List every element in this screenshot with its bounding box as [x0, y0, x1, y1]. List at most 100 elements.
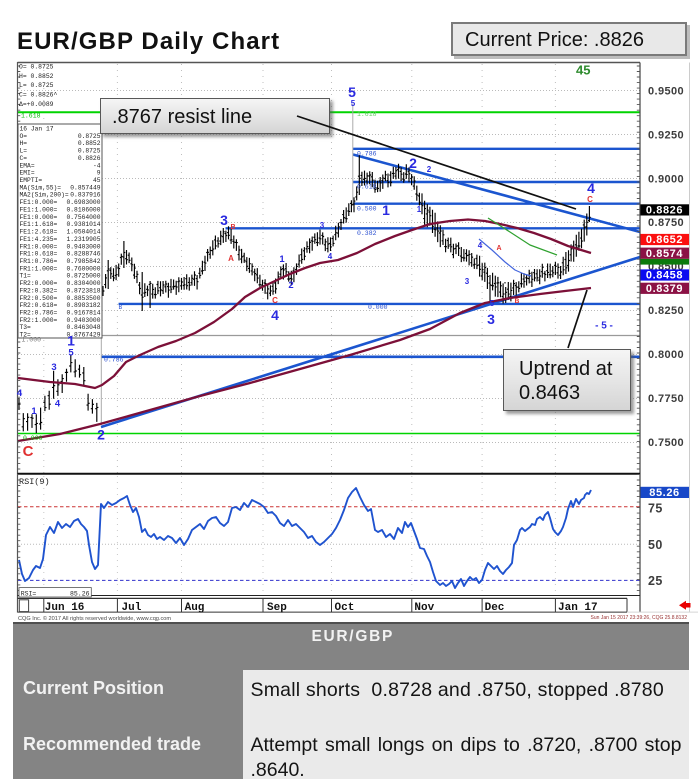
- svg-text:0.8826: 0.8826: [78, 155, 101, 162]
- svg-text:45: 45: [93, 177, 101, 184]
- svg-text:2: 2: [97, 427, 105, 443]
- svg-text:0.8000: 0.8000: [648, 349, 684, 361]
- svg-text:3: 3: [487, 311, 495, 327]
- svg-text:0.8458: 0.8458: [646, 270, 683, 282]
- svg-text:FR2:0.382=: FR2:0.382=: [20, 287, 58, 294]
- svg-text:4: 4: [17, 388, 23, 399]
- svg-text:1: 1: [67, 333, 75, 349]
- svg-text:0.8106000: 0.8106000: [66, 207, 100, 214]
- svg-text:0.8463048: 0.8463048: [66, 324, 100, 331]
- svg-text:FE1:0.000=: FE1:0.000=: [20, 199, 58, 206]
- svg-text:0.8852: 0.8852: [78, 140, 101, 147]
- svg-text:Nov: Nov: [414, 602, 434, 614]
- svg-text:FR1:1.000=: FR1:1.000=: [20, 265, 58, 272]
- svg-text:0.9403000: 0.9403000: [66, 317, 100, 324]
- svg-text:0.500: 0.500: [357, 206, 377, 213]
- svg-text:T3=: T3=: [20, 324, 32, 331]
- svg-text:FR2:0.500=: FR2:0.500=: [20, 295, 58, 302]
- svg-text:5: 5: [490, 299, 495, 308]
- svg-text:0.8652: 0.8652: [646, 234, 683, 246]
- svg-text:Sun Jan 15 2017 23:39:26, CQG: Sun Jan 15 2017 23:39:26, CQG 25.8.8132: [591, 615, 688, 621]
- svg-text:Sep: Sep: [267, 602, 287, 614]
- svg-text:C: C: [23, 443, 34, 460]
- svg-text:FR1:0.618=: FR1:0.618=: [20, 251, 58, 258]
- svg-text:0.9381014: 0.9381014: [66, 221, 100, 228]
- svg-text:EMPTI=: EMPTI=: [20, 177, 43, 184]
- svg-text:0.8574: 0.8574: [646, 248, 684, 260]
- svg-text:0.8288746: 0.8288746: [66, 251, 100, 258]
- svg-text:0.8826: 0.8826: [646, 205, 683, 217]
- svg-text:4: 4: [587, 180, 595, 196]
- svg-text:4: 4: [55, 399, 61, 410]
- svg-text:0.8725000: 0.8725000: [66, 273, 100, 280]
- svg-text:FE1:0.000=: FE1:0.000=: [20, 214, 58, 221]
- svg-text:FR2:1.000=: FR2:1.000=: [20, 317, 58, 324]
- svg-text:2: 2: [288, 280, 293, 291]
- svg-text:H= 0.8852: H= 0.8852: [19, 73, 54, 80]
- svg-text:FR2:0.618=: FR2:0.618=: [20, 302, 58, 309]
- svg-text:16 Jan 17: 16 Jan 17: [20, 126, 54, 133]
- svg-text:0.7750: 0.7750: [648, 393, 684, 405]
- svg-text:0.382: 0.382: [357, 230, 377, 237]
- svg-text:1: 1: [382, 202, 390, 218]
- svg-text:1: 1: [417, 205, 422, 214]
- svg-text:0.8853500: 0.8853500: [66, 295, 100, 302]
- svg-text:0.8983182: 0.8983182: [66, 302, 100, 309]
- svg-text:Dec: Dec: [485, 602, 505, 614]
- svg-text:0.786: 0.786: [104, 357, 124, 364]
- svg-text:5: 5: [348, 84, 356, 100]
- svg-text:1: 1: [279, 254, 285, 265]
- svg-text:Jun 16: Jun 16: [45, 602, 85, 614]
- svg-text:FE1:1.000=: FE1:1.000=: [20, 207, 58, 214]
- svg-text:0.837916: 0.837916: [70, 192, 100, 199]
- svg-text:O= 0.8725: O= 0.8725: [19, 64, 54, 71]
- svg-text:75: 75: [648, 501, 663, 515]
- svg-text:0.8725: 0.8725: [78, 133, 101, 140]
- svg-text:0.8723818: 0.8723818: [66, 287, 100, 294]
- svg-text:0.8304000: 0.8304000: [66, 280, 100, 287]
- svg-text:L= 0.8725: L= 0.8725: [19, 82, 54, 89]
- svg-text:0.9250: 0.9250: [648, 129, 684, 141]
- svg-text:2: 2: [427, 165, 432, 174]
- svg-text:0.8725: 0.8725: [78, 148, 101, 155]
- svg-text:1: 1: [31, 406, 37, 417]
- svg-text:FR1:0.786=: FR1:0.786=: [20, 258, 58, 265]
- svg-text:0.786: 0.786: [357, 151, 377, 158]
- svg-text:45: 45: [576, 63, 590, 78]
- svg-text:EMA=: EMA=: [20, 162, 35, 169]
- svg-text:B: B: [515, 298, 520, 305]
- svg-text:O=: O=: [20, 133, 28, 140]
- svg-text:0.8750: 0.8750: [648, 217, 684, 229]
- svg-text:0.9167814: 0.9167814: [66, 310, 100, 317]
- svg-text:85.26: 85.26: [70, 590, 90, 597]
- svg-text:50: 50: [648, 538, 663, 552]
- svg-text:0.8379: 0.8379: [646, 283, 683, 295]
- svg-text:Oct: Oct: [335, 602, 355, 614]
- svg-text:9: 9: [97, 170, 101, 177]
- svg-text:EMI=: EMI=: [20, 170, 35, 177]
- svg-text:T1=: T1=: [20, 273, 32, 280]
- svg-text:3: 3: [465, 277, 470, 286]
- svg-text:B: B: [119, 304, 123, 311]
- svg-text:0.000: 0.000: [23, 435, 43, 442]
- svg-text:0.7564000: 0.7564000: [66, 214, 100, 221]
- svg-text:2: 2: [409, 155, 417, 171]
- svg-text:85.26: 85.26: [649, 487, 680, 499]
- svg-text:MA2(Sim,200)=: MA2(Sim,200)=: [20, 192, 69, 199]
- svg-text:4: 4: [328, 252, 333, 261]
- svg-text:Aug: Aug: [185, 602, 205, 614]
- svg-text:MA(Sim,55)=: MA(Sim,55)=: [20, 184, 62, 191]
- svg-text:3: 3: [320, 221, 325, 230]
- svg-text:T2=: T2=: [20, 332, 32, 339]
- svg-text:0.000: 0.000: [368, 304, 388, 311]
- svg-text:B: B: [230, 224, 235, 231]
- svg-text:1.618: 1.618: [21, 113, 41, 120]
- svg-text:CQG Inc. © 2017 All rights res: CQG Inc. © 2017 All rights reserved worl…: [18, 615, 171, 622]
- svg-text:3: 3: [220, 212, 228, 228]
- svg-text:0.8767429: 0.8767429: [66, 332, 100, 339]
- svg-text:Jul: Jul: [122, 602, 142, 614]
- svg-text:0.9000: 0.9000: [648, 173, 684, 185]
- svg-text:0.9403000: 0.9403000: [66, 243, 100, 250]
- svg-text:4: 4: [478, 241, 483, 250]
- svg-text:RSI=: RSI=: [21, 590, 37, 597]
